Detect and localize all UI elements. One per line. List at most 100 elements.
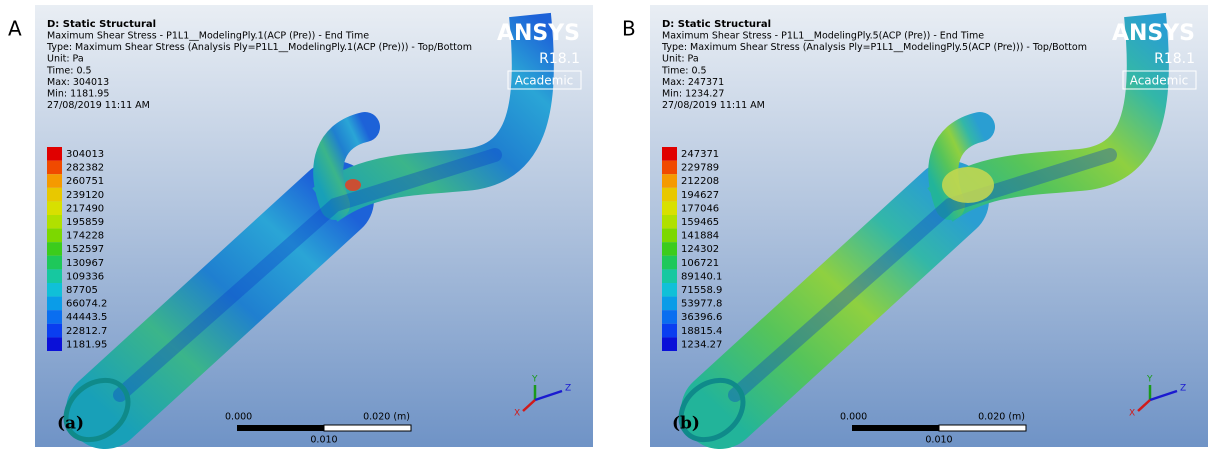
legend-swatch — [47, 147, 62, 161]
result-info: Unit: Pa — [47, 54, 84, 65]
legend-swatch — [47, 310, 62, 324]
result-info: Min: 1181.95 — [47, 89, 109, 100]
legend-swatch — [662, 324, 677, 338]
result-info: Maximum Shear Stress - P1L1__ModelingPly… — [47, 31, 369, 42]
legend-label: 194627 — [681, 190, 719, 201]
result-info: Max: 247371 — [662, 77, 724, 88]
legend-label: 195859 — [66, 217, 104, 228]
scale-middle: 0.010 — [310, 435, 337, 446]
axis-z-label: Z — [565, 384, 571, 394]
legend-label: 247371 — [681, 149, 719, 160]
legend-swatch — [47, 161, 62, 175]
result-info: Max: 304013 — [47, 77, 109, 88]
scale-start: 0.000 — [840, 412, 867, 423]
legend-label: 89140.1 — [681, 271, 722, 282]
scale-middle: 0.010 — [925, 435, 952, 446]
scale-bar-white — [939, 425, 1026, 431]
result-title: D: Static Structural — [662, 19, 771, 30]
axis-x-label: X — [514, 409, 520, 419]
legend-swatch — [47, 242, 62, 256]
axis-y-label: Y — [1146, 375, 1153, 385]
result-info: Maximum Shear Stress - P1L1__ModelingPly… — [662, 31, 984, 42]
legend-label: 1234.27 — [681, 339, 722, 350]
logo-version: R18.1 — [539, 51, 580, 67]
legend-label: 18815.4 — [681, 326, 722, 337]
panel-caption: (b) — [672, 414, 700, 434]
legend-label: 217490 — [66, 203, 104, 214]
panel-caption: (a) — [57, 414, 84, 434]
result-info: Min: 1234.27 — [662, 89, 724, 100]
logo-brand: ANSYS — [497, 21, 580, 46]
legend-label: 130967 — [66, 258, 104, 269]
legend-swatch — [662, 215, 677, 229]
legend-label: 124302 — [681, 244, 719, 255]
legend-swatch — [662, 310, 677, 324]
legend-label: 66074.2 — [66, 299, 107, 310]
legend-swatch — [47, 188, 62, 202]
legend-label: 282382 — [66, 163, 104, 174]
legend-swatch — [47, 229, 62, 243]
legend-label: 53977.8 — [681, 299, 722, 310]
legend-label: 239120 — [66, 190, 104, 201]
axis-x-label: X — [1129, 409, 1135, 419]
legend-swatch — [47, 269, 62, 283]
legend-label: 36396.6 — [681, 312, 722, 323]
result-info: Type: Maximum Shear Stress (Analysis Ply… — [46, 42, 472, 53]
logo-version: R18.1 — [1154, 51, 1195, 67]
legend-label: 174228 — [66, 231, 104, 242]
legend-swatch — [47, 215, 62, 229]
legend-swatch — [662, 256, 677, 270]
legend-swatch — [662, 188, 677, 202]
logo-license: Academic — [515, 74, 574, 88]
legend-swatch — [47, 324, 62, 338]
legend-swatch — [47, 256, 62, 270]
scale-end: 0.020 (m) — [363, 412, 410, 423]
legend-swatch — [662, 201, 677, 215]
scale-bar-black — [237, 425, 324, 431]
legend-swatch — [662, 297, 677, 311]
legend-swatch — [662, 161, 677, 175]
legend-label: 152597 — [66, 244, 104, 255]
legend-label: 1181.95 — [66, 339, 107, 350]
legend-label: 44443.5 — [66, 312, 107, 323]
result-title: D: Static Structural — [47, 19, 156, 30]
legend-swatch — [47, 283, 62, 297]
legend-swatch — [47, 201, 62, 215]
legend-label: 109336 — [66, 271, 104, 282]
legend-swatch — [662, 229, 677, 243]
result-info: Time: 0.5 — [46, 65, 92, 76]
legend-label: 177046 — [681, 203, 719, 214]
legend-swatch — [662, 147, 677, 161]
legend-swatch — [47, 337, 62, 351]
legend-label: 229789 — [681, 163, 719, 174]
legend-swatch — [662, 242, 677, 256]
result-info: Time: 0.5 — [661, 65, 707, 76]
legend-label: 87705 — [66, 285, 98, 296]
figure: AD: Static StructuralMaximum Shear Stres… — [0, 0, 1211, 455]
result-info: 27/08/2019 11:11 AM — [662, 100, 765, 111]
scale-bar-black — [852, 425, 939, 431]
result-info: Unit: Pa — [662, 54, 699, 65]
legend-swatch — [662, 283, 677, 297]
legend-swatch — [47, 174, 62, 188]
panel-letter: A — [8, 17, 22, 41]
result-info: Type: Maximum Shear Stress (Analysis Ply… — [661, 42, 1087, 53]
scale-bar-white — [324, 425, 411, 431]
legend-swatch — [662, 337, 677, 351]
legend-label: 260751 — [66, 176, 104, 187]
axis-y-label: Y — [531, 375, 538, 385]
legend-swatch — [662, 174, 677, 188]
stress-hotspot — [942, 167, 994, 203]
stress-hotspot — [345, 179, 361, 191]
legend-swatch — [47, 297, 62, 311]
legend-label: 159465 — [681, 217, 719, 228]
logo-brand: ANSYS — [1112, 21, 1195, 46]
panel-letter: B — [622, 17, 636, 41]
legend-label: 71558.9 — [681, 285, 722, 296]
axis-z-label: Z — [1180, 384, 1186, 394]
legend-swatch — [662, 269, 677, 283]
legend-label: 304013 — [66, 149, 104, 160]
legend-label: 22812.7 — [66, 326, 107, 337]
